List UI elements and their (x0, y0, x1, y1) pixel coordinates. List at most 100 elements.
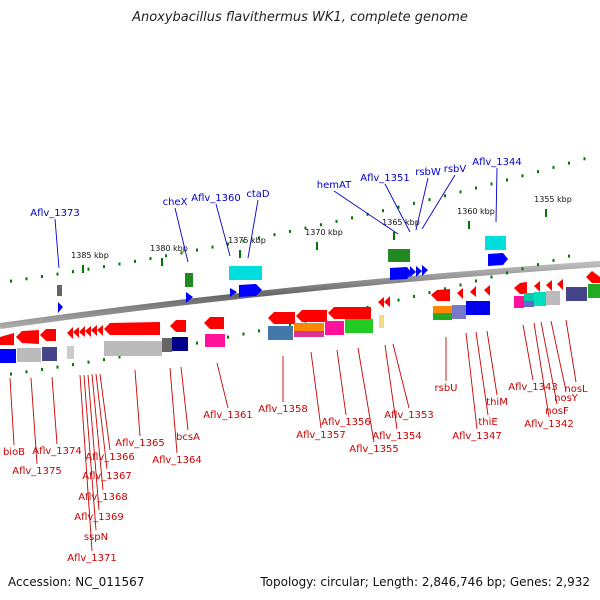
gene-label[interactable]: Aflv_1360 (191, 193, 241, 204)
gene-label[interactable]: Aflv_1364 (152, 455, 202, 466)
gene-label[interactable]: Aflv_1347 (452, 431, 502, 442)
tick-dot (568, 254, 570, 258)
gene-forward[interactable] (416, 266, 422, 277)
tick-dot (537, 263, 539, 267)
leader-line (565, 319, 577, 383)
gene-reverse[interactable] (557, 279, 563, 290)
gene-reverse[interactable] (16, 330, 39, 344)
gene-reverse[interactable] (470, 286, 476, 297)
tick-dot (41, 367, 43, 371)
gene-label[interactable]: Aflv_1344 (472, 157, 522, 168)
gene-label[interactable]: Aflv_1368 (78, 492, 128, 503)
gene-reverse[interactable] (484, 285, 490, 296)
gene-label[interactable]: nosY (554, 393, 579, 404)
gene-label[interactable]: Aflv_1365 (115, 438, 165, 449)
gene-reverse[interactable] (378, 297, 384, 308)
tick-dot (521, 267, 524, 271)
gene-reverse[interactable] (104, 322, 160, 335)
gene-reverse[interactable] (328, 307, 371, 319)
gene-label[interactable]: Aflv_1351 (360, 173, 410, 184)
gene-reverse[interactable] (0, 333, 14, 345)
gene-label[interactable]: Aflv_1356 (321, 417, 371, 428)
gene-reverse[interactable] (40, 329, 56, 341)
gene-label[interactable]: rsbW (415, 167, 441, 178)
gene-forward[interactable] (230, 288, 237, 297)
gene-label[interactable]: nosL (564, 384, 588, 395)
gene-forward[interactable] (422, 265, 428, 276)
gene-reverse[interactable] (431, 289, 450, 301)
gene-reverse[interactable] (296, 310, 327, 322)
cog-box (229, 266, 262, 280)
gene-reverse[interactable] (97, 325, 103, 336)
gene-label[interactable]: Aflv_1353 (384, 410, 434, 421)
gene-label[interactable]: Aflv_1357 (296, 430, 346, 441)
gene-label[interactable]: Aflv_1374 (32, 446, 82, 457)
gene-label[interactable]: Aflv_1373 (30, 208, 80, 219)
gene-label[interactable]: Aflv_1342 (524, 419, 574, 430)
gene-forward[interactable] (58, 302, 63, 313)
gene-reverse[interactable] (514, 282, 527, 294)
kbp-tick-mark (468, 221, 470, 229)
gene-reverse[interactable] (457, 288, 463, 299)
kbp-tick-mark (545, 209, 547, 217)
tick-dot (459, 283, 462, 287)
tick-dot (397, 205, 400, 209)
tick-dot (428, 291, 431, 295)
gene-reverse[interactable] (534, 281, 540, 292)
gene-label[interactable]: sspN (84, 532, 108, 543)
tick-dot (568, 161, 570, 165)
gene-label[interactable]: rsbU (435, 383, 458, 394)
gene-label[interactable]: Aflv_1371 (67, 553, 117, 564)
gene-label[interactable]: Aflv_1354 (372, 431, 422, 442)
gene-reverse[interactable] (79, 326, 85, 337)
gene-reverse[interactable] (268, 312, 295, 324)
cog-box (524, 301, 534, 307)
gene-reverse[interactable] (73, 327, 79, 338)
gene-reverse[interactable] (170, 320, 186, 332)
gene-label[interactable]: nosF (545, 406, 569, 417)
gene-forward[interactable] (410, 266, 416, 277)
gene-reverse[interactable] (204, 317, 224, 329)
gene-reverse[interactable] (586, 271, 600, 283)
gene-label[interactable]: rsbV (444, 164, 467, 175)
tick-dot (382, 209, 384, 213)
outer-tick-track (10, 157, 586, 283)
gene-forward[interactable] (186, 292, 193, 303)
gene-label[interactable]: bcsA (176, 432, 200, 443)
gene-reverse[interactable] (91, 325, 97, 336)
gene-label[interactable]: Aflv_1358 (258, 404, 308, 415)
tick-dot (475, 186, 477, 190)
gene-reverse[interactable] (85, 326, 91, 337)
leader-line (384, 183, 411, 233)
kbp-tick-mark (239, 250, 241, 258)
gene-label[interactable]: thiM (486, 397, 508, 408)
tick-dot (103, 358, 105, 362)
gene-forward[interactable] (488, 253, 508, 266)
genome-summary-text: Topology: circular; Length: 2,846,746 bp… (260, 575, 590, 589)
gene-forward[interactable] (239, 284, 262, 297)
gene-label[interactable]: Aflv_1355 (349, 444, 399, 455)
cog-box (67, 346, 74, 359)
gene-label[interactable]: bioB (3, 447, 25, 458)
gene-label[interactable]: thiE (478, 417, 497, 428)
gene-label[interactable]: Aflv_1369 (74, 512, 124, 523)
gene-label[interactable]: Aflv_1375 (12, 466, 62, 477)
tick-dot (41, 274, 43, 278)
leader-line (550, 320, 567, 392)
gene-forward[interactable] (390, 267, 412, 280)
gene-reverse[interactable] (384, 296, 390, 307)
gene-label[interactable]: Aflv_1361 (203, 410, 253, 421)
gene-label[interactable]: Aflv_1366 (85, 452, 135, 463)
tick-dot (552, 258, 555, 262)
gene-label[interactable]: Aflv_1367 (82, 471, 132, 482)
gene-label[interactable]: cheX (163, 197, 188, 208)
leader-line (392, 343, 410, 409)
gene-reverse[interactable] (546, 280, 552, 291)
gene-reverse[interactable] (67, 327, 73, 339)
leader-line (79, 374, 93, 552)
gene-label[interactable]: ctaD (246, 189, 270, 200)
gene-label[interactable]: hemAT (317, 180, 352, 191)
gene-label[interactable]: Aflv_1343 (508, 382, 558, 393)
